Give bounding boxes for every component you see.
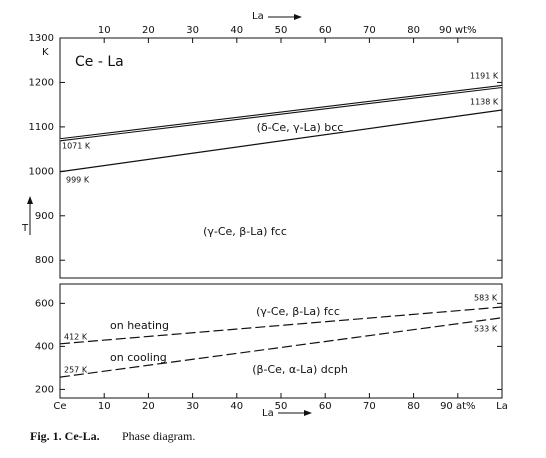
- phase-label: (γ-Ce, β-La) fcc: [203, 225, 287, 238]
- y-arrow-head: [27, 196, 33, 204]
- x-tick-label: 40: [230, 25, 243, 36]
- x-tick-label: 90 wt%: [439, 25, 477, 36]
- data-label: 1191 K: [470, 72, 499, 81]
- phase-label: (δ-Ce, γ-La) bcc: [257, 121, 344, 134]
- data-label: 1138 K: [470, 98, 499, 107]
- x-tick-label: 80: [407, 25, 420, 36]
- x-tick-label: 30: [186, 401, 199, 412]
- data-label: 583 K: [474, 294, 498, 303]
- plot-frame: [59, 283, 503, 399]
- x-tick-label: 70: [363, 401, 376, 412]
- x-arrow-head: [304, 410, 312, 416]
- x-tick-label: 10: [98, 401, 111, 412]
- x-tick-label: 80: [407, 401, 420, 412]
- annotation: on heating: [110, 319, 169, 332]
- x-tick-label: 50: [275, 25, 288, 36]
- annotation: on cooling: [110, 351, 167, 364]
- y-unit: K: [42, 47, 49, 58]
- phase-label: (β-Ce, α-La) dcph: [252, 363, 348, 376]
- x-tick-label: 20: [142, 401, 155, 412]
- phase-label: (γ-Ce, β-La) fcc: [256, 305, 340, 318]
- data-label: 999 K: [66, 176, 90, 185]
- y-label: T: [21, 223, 29, 234]
- x-tick-label: 70: [363, 25, 376, 36]
- line: [59, 306, 503, 345]
- caption-text: Phase diagram.: [122, 429, 195, 443]
- x-label-top: La: [252, 11, 264, 22]
- x-tick-label: Ce: [53, 401, 66, 412]
- plot-frame: [59, 37, 503, 279]
- chart-title: Ce - La: [75, 54, 124, 70]
- y-tick-label: 900: [35, 211, 54, 222]
- x-tick-label: La: [496, 401, 508, 412]
- line: [59, 317, 503, 378]
- y-tick-label: 1100: [29, 122, 54, 133]
- x-tick-label: 50: [275, 401, 288, 412]
- data-label: 1071 K: [62, 142, 91, 151]
- x-tick-label: 30: [186, 25, 199, 36]
- x-tick-label: 60: [319, 401, 332, 412]
- line-inner: [59, 85, 503, 141]
- data-label: 257 K: [64, 366, 88, 375]
- x-tick-label: 90 at%: [440, 401, 475, 412]
- y-tick-label: 800: [35, 255, 54, 266]
- y-tick-label: 1300: [29, 33, 54, 44]
- caption-label: Fig. 1. Ce-La.: [30, 429, 100, 443]
- data-label: 533 K: [474, 325, 498, 334]
- y-tick-label: 1000: [29, 166, 54, 177]
- x-label: La: [262, 408, 274, 419]
- y-tick-label: 400: [35, 341, 54, 352]
- x-tick-label: 20: [142, 25, 155, 36]
- data-label: 412 K: [64, 333, 88, 342]
- x-tick-label: 10: [98, 25, 111, 36]
- y-tick-label: 200: [35, 384, 54, 395]
- x-arrow-head-top: [294, 14, 302, 20]
- x-tick-label: 40: [230, 401, 243, 412]
- y-tick-label: 600: [35, 298, 54, 309]
- line: [59, 109, 503, 173]
- y-tick-label: 1200: [29, 77, 54, 88]
- x-tick-label: 60: [319, 25, 332, 36]
